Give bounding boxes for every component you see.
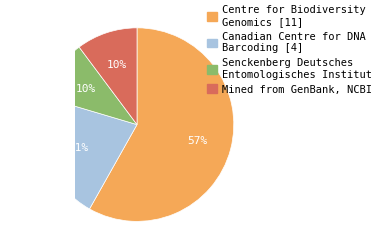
- Text: 10%: 10%: [75, 84, 95, 94]
- Wedge shape: [90, 28, 234, 221]
- Text: 10%: 10%: [107, 60, 127, 70]
- Text: 21%: 21%: [68, 143, 89, 153]
- Wedge shape: [40, 97, 137, 209]
- Wedge shape: [44, 47, 137, 125]
- Legend: Centre for Biodiversity
Genomics [11], Canadian Centre for DNA
Barcoding [4], Se: Centre for Biodiversity Genomics [11], C…: [207, 6, 380, 94]
- Text: 57%: 57%: [188, 136, 208, 146]
- Wedge shape: [79, 28, 137, 125]
